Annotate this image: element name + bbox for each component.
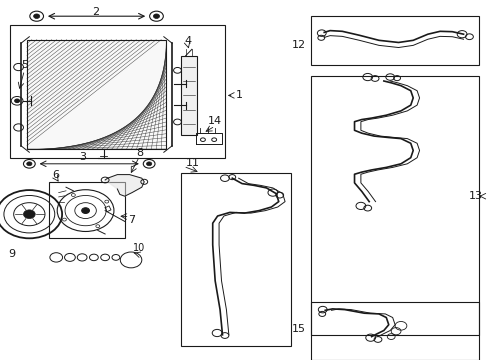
Circle shape [23, 210, 35, 219]
Text: 12: 12 [291, 40, 305, 50]
Text: 5: 5 [21, 60, 28, 70]
Polygon shape [105, 175, 144, 196]
Text: 9: 9 [9, 249, 16, 259]
Text: 10: 10 [133, 243, 145, 253]
Bar [310, 16, 478, 65]
Circle shape [27, 162, 32, 166]
Circle shape [15, 99, 20, 103]
Bar [310, 302, 478, 360]
Bar [310, 76, 478, 335]
Circle shape [81, 208, 89, 213]
Text: 15: 15 [291, 324, 305, 334]
Text: 1: 1 [236, 90, 243, 100]
Bar [10, 25, 224, 158]
Text: 3: 3 [80, 152, 86, 162]
Text: 6: 6 [53, 170, 60, 180]
Text: 11: 11 [186, 158, 200, 168]
Bar [49, 182, 124, 238]
Text: 14: 14 [208, 116, 222, 126]
Bar [181, 173, 290, 346]
Text: 13: 13 [468, 191, 482, 201]
Text: 8: 8 [136, 148, 142, 158]
Bar [181, 56, 196, 135]
Circle shape [153, 14, 159, 18]
Bar [27, 40, 166, 149]
Circle shape [34, 14, 40, 18]
Text: 4: 4 [184, 36, 191, 46]
Circle shape [146, 162, 151, 166]
Text: 7: 7 [128, 215, 135, 225]
Text: 2: 2 [92, 6, 99, 17]
